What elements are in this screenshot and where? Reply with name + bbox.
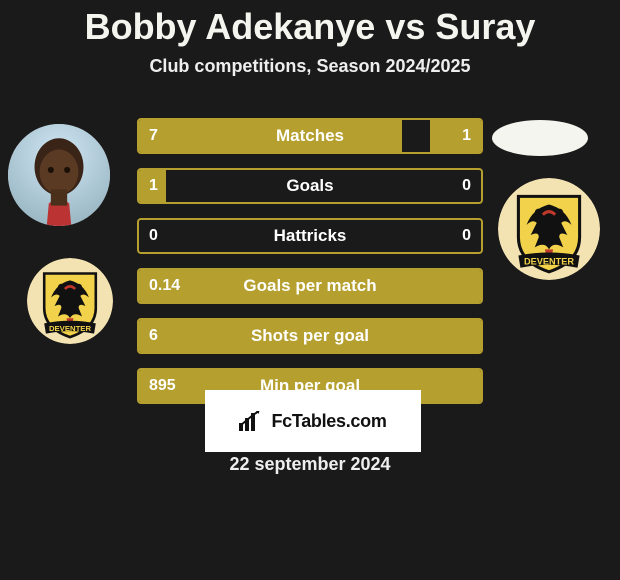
stat-bar: 71Matches: [137, 118, 483, 154]
stat-bar: 0.14Goals per match: [137, 268, 483, 304]
footer-logo: FcTables.com: [205, 390, 421, 452]
stat-bar: 6Shots per goal: [137, 318, 483, 354]
club-left-badge: DEVENTER: [27, 258, 113, 344]
club-right-badge: DEVENTER: [498, 178, 600, 280]
fc-logo-icon: [239, 411, 265, 431]
svg-text:DEVENTER: DEVENTER: [49, 324, 92, 333]
date-label: 22 september 2024: [0, 454, 620, 475]
page-subtitle: Club competitions, Season 2024/2025: [0, 56, 620, 77]
player-left-avatar: [8, 124, 110, 226]
svg-text:DEVENTER: DEVENTER: [524, 257, 574, 267]
stat-label: Goals per match: [139, 270, 481, 302]
player-right-avatar: [492, 120, 588, 156]
stat-label: Matches: [139, 120, 481, 152]
stat-bars: 71Matches 10Goals 00Hattricks 0.14Goals per…: [137, 118, 483, 418]
stat-label: Hattricks: [139, 220, 481, 252]
stat-label: Shots per goal: [139, 320, 481, 352]
stat-bar: 00Hattricks: [137, 218, 483, 254]
footer-logo-text: FcTables.com: [271, 411, 386, 432]
page-title: Bobby Adekanye vs Suray: [0, 0, 620, 48]
stat-bar: 10Goals: [137, 168, 483, 204]
stat-label: Goals: [139, 170, 481, 202]
